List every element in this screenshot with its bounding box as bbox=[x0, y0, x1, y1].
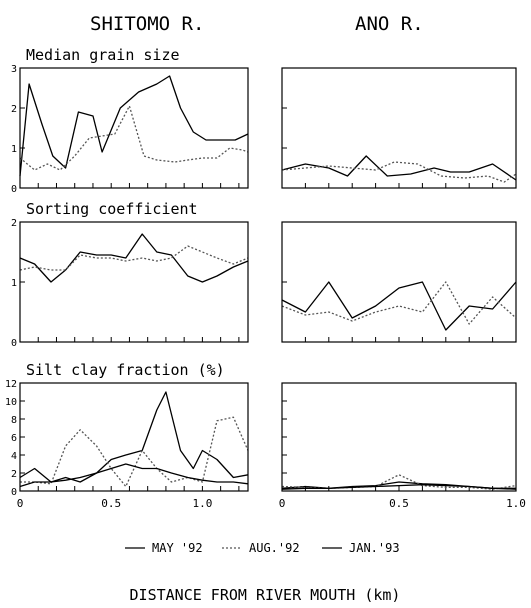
series-line-aug-92-shitomo-r bbox=[19, 105, 249, 171]
series-line-may-92-shitomo-r bbox=[19, 233, 249, 283]
series-line-aug-92-shitomo-r bbox=[19, 245, 249, 271]
x-tick-label: 1.0 bbox=[506, 497, 526, 510]
panel-title: Sorting coefficient bbox=[26, 200, 198, 218]
y-tick-label: 0 bbox=[11, 487, 17, 498]
y-tick-label: 0 bbox=[11, 184, 17, 195]
series-line-aug-92-shitomo-r bbox=[20, 416, 249, 488]
panel-title: Silt clay fraction (%) bbox=[26, 361, 225, 379]
y-tick-label: 2 bbox=[11, 218, 17, 229]
series-line-may-92-ano-r bbox=[281, 281, 517, 331]
panel-4: Silt clay fraction (%) 0 2 4 6 8 10 12 0 0.5 1.0 bbox=[5, 361, 249, 510]
x-tick-label: 0.5 bbox=[389, 497, 409, 510]
panel-frame bbox=[19, 221, 249, 343]
panel-2: Sorting coefficient 0 1 2 bbox=[11, 200, 249, 349]
panel-5: 0 0.5 1.0 bbox=[279, 382, 526, 510]
y-tick-label: 2 bbox=[11, 469, 17, 480]
panel-3 bbox=[281, 221, 517, 343]
series-line-aug-92-ano-r bbox=[281, 281, 517, 325]
y-tick-label: 1 bbox=[11, 278, 17, 289]
x-axis-label: DISTANCE FROM RIVER MOUTH (km) bbox=[130, 586, 401, 604]
x-tick-label: 1.0 bbox=[192, 497, 212, 510]
series-line-may-92-shitomo-r bbox=[19, 75, 249, 177]
y-tick-label: 8 bbox=[11, 415, 17, 426]
panel-frame bbox=[281, 221, 517, 343]
legend-label-jan93: JAN.'93 bbox=[349, 541, 400, 555]
y-tick-label: 2 bbox=[11, 104, 17, 115]
y-tick-label: 6 bbox=[11, 433, 17, 444]
x-tick-label: 0 bbox=[17, 497, 24, 510]
panel-title: Median grain size bbox=[26, 46, 180, 64]
x-tick-label: 0 bbox=[279, 497, 286, 510]
series-line-jan-93-shitomo-r bbox=[19, 463, 249, 488]
series-line-jan-93-ano-r bbox=[281, 484, 517, 490]
y-tick-label: 3 bbox=[11, 64, 17, 75]
y-tick-label: 0 bbox=[11, 338, 17, 349]
x-tick-label: 0.5 bbox=[101, 497, 121, 510]
legend: MAY '92 AUG.'92 JAN.'93 bbox=[125, 541, 400, 555]
panel-frame bbox=[19, 67, 249, 189]
series-line-aug-92-ano-r bbox=[281, 474, 517, 490]
column-title-shitomo: SHITOMO R. bbox=[90, 13, 204, 35]
panel-frame bbox=[19, 382, 249, 492]
panel-frame bbox=[281, 382, 517, 492]
series-line-aug-92-ano-r bbox=[281, 161, 517, 183]
legend-label-may92: MAY '92 bbox=[152, 541, 203, 555]
series-line-may-92-shitomo-r bbox=[19, 391, 249, 483]
series-line-may-92-ano-r bbox=[281, 155, 517, 181]
y-tick-label: 10 bbox=[5, 397, 17, 408]
panel-1 bbox=[281, 67, 517, 189]
legend-label-aug92: AUG.'92 bbox=[249, 541, 300, 555]
y-tick-label: 4 bbox=[11, 451, 17, 462]
column-title-ano: ANO R. bbox=[355, 13, 424, 35]
y-tick-label: 1 bbox=[11, 144, 17, 155]
panel-frame bbox=[281, 67, 517, 189]
y-tick-label: 12 bbox=[5, 379, 17, 390]
panel-0: Median grain size 0 1 2 3 bbox=[11, 46, 249, 195]
